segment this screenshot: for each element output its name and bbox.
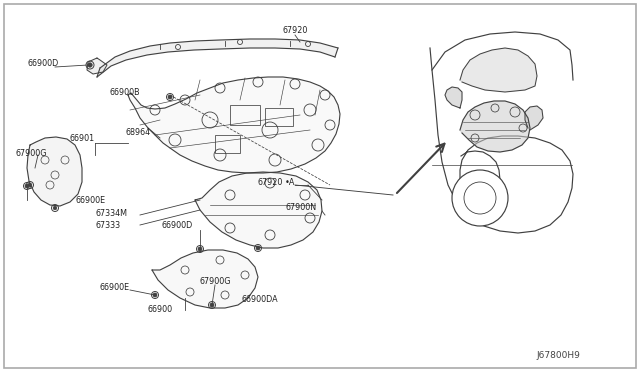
Text: 66900E: 66900E — [100, 282, 130, 292]
Text: 66900DA: 66900DA — [242, 295, 278, 305]
Circle shape — [168, 95, 172, 99]
Circle shape — [53, 206, 57, 210]
Circle shape — [28, 183, 32, 187]
Text: •A: •A — [285, 177, 296, 186]
Polygon shape — [460, 48, 537, 92]
Circle shape — [256, 246, 260, 250]
Circle shape — [210, 303, 214, 307]
Text: 67900G: 67900G — [200, 278, 232, 286]
Bar — [230, 105, 260, 125]
Bar — [215, 135, 240, 153]
Circle shape — [198, 247, 202, 251]
Text: J67800H9: J67800H9 — [536, 350, 580, 359]
Circle shape — [153, 293, 157, 297]
Polygon shape — [152, 250, 258, 308]
Polygon shape — [525, 106, 543, 130]
Text: 67900G: 67900G — [15, 148, 47, 157]
Text: 66900B: 66900B — [110, 87, 141, 96]
Text: 68964: 68964 — [125, 128, 150, 137]
Polygon shape — [460, 101, 530, 152]
Text: 66900D: 66900D — [162, 221, 193, 230]
Polygon shape — [195, 172, 322, 248]
Circle shape — [25, 184, 29, 188]
Polygon shape — [445, 87, 462, 108]
Text: 67334M: 67334M — [95, 208, 127, 218]
Polygon shape — [97, 39, 338, 77]
Circle shape — [88, 63, 92, 67]
Polygon shape — [87, 58, 107, 74]
Polygon shape — [27, 137, 82, 206]
Text: 67333: 67333 — [95, 221, 120, 230]
Polygon shape — [128, 77, 340, 173]
Text: 67920: 67920 — [257, 177, 282, 186]
Bar — [265, 108, 293, 126]
Text: 67920: 67920 — [282, 26, 308, 35]
Text: 66900D: 66900D — [27, 58, 58, 67]
Text: 66900E: 66900E — [75, 196, 105, 205]
Text: 67900N: 67900N — [285, 202, 316, 212]
Text: 66901: 66901 — [70, 134, 95, 142]
Circle shape — [452, 170, 508, 226]
Text: 66900: 66900 — [147, 305, 173, 314]
